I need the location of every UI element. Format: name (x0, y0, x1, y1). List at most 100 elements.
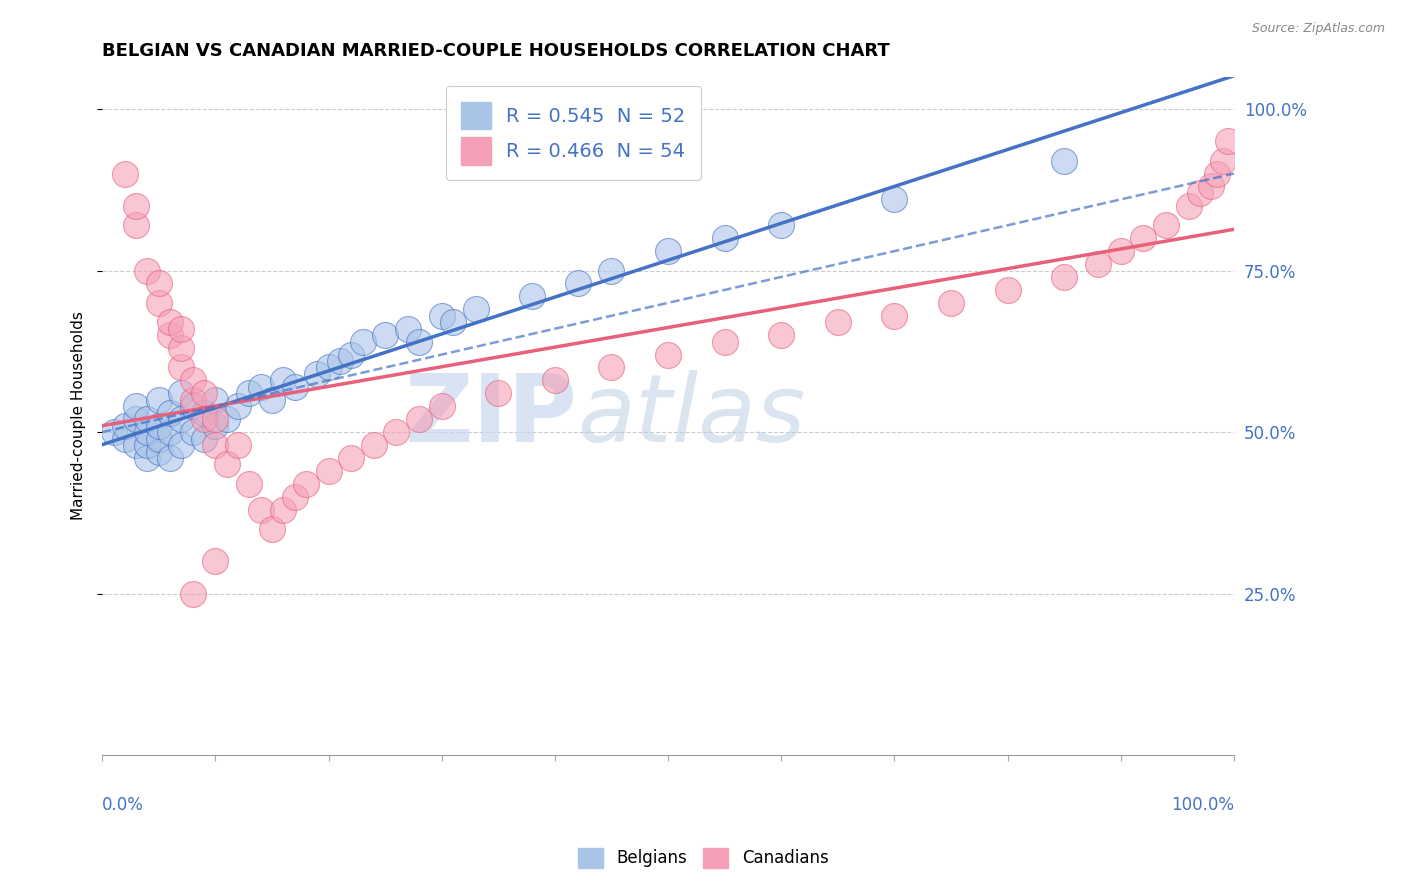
Point (136, 263, 159, 277)
Point (600, 360, 623, 375)
Point (271, 373, 294, 387)
Text: atlas: atlas (578, 370, 806, 461)
Legend: R = 0.545  N = 52, R = 0.466  N = 54: R = 0.545 N = 52, R = 0.466 N = 54 (446, 87, 700, 180)
Point (193, 386, 215, 401)
Point (318, 360, 340, 375)
Point (713, 231, 735, 245)
Point (827, 315, 849, 329)
Point (170, 322, 193, 336)
Point (226, 399, 249, 413)
Point (1206, 167, 1229, 181)
Point (226, 438, 249, 452)
Point (159, 315, 181, 329)
Point (464, 302, 486, 317)
Point (1053, 153, 1076, 168)
Point (238, 476, 260, 491)
Point (148, 432, 170, 446)
Point (340, 450, 363, 465)
Point (657, 347, 679, 361)
Point (181, 373, 204, 387)
Point (125, 438, 148, 452)
Point (181, 425, 204, 439)
Point (1201, 179, 1223, 194)
Point (114, 432, 136, 446)
Point (170, 360, 193, 375)
Point (181, 392, 204, 407)
Text: 0.0%: 0.0% (103, 796, 143, 814)
Y-axis label: Married-couple Households: Married-couple Households (72, 311, 86, 520)
Point (1154, 219, 1177, 233)
Point (148, 277, 170, 291)
Point (385, 425, 408, 439)
Point (170, 341, 193, 355)
Point (204, 438, 226, 452)
Point (159, 425, 181, 439)
Point (260, 392, 283, 407)
Point (997, 283, 1019, 297)
Point (215, 412, 238, 426)
Point (363, 438, 385, 452)
Text: BELGIAN VS CANADIAN MARRIED-COUPLE HOUSEHOLDS CORRELATION CHART: BELGIAN VS CANADIAN MARRIED-COUPLE HOUSE… (103, 42, 890, 60)
Point (136, 412, 159, 426)
Point (486, 386, 509, 401)
Point (657, 244, 679, 259)
Point (114, 167, 136, 181)
Point (307, 367, 329, 381)
Point (352, 334, 374, 349)
Point (181, 399, 204, 413)
Point (204, 392, 226, 407)
Point (159, 406, 181, 420)
Point (136, 450, 159, 465)
Point (329, 354, 352, 368)
Point (249, 502, 271, 516)
Point (193, 412, 215, 426)
Point (170, 412, 193, 426)
Point (295, 476, 318, 491)
Point (441, 315, 464, 329)
Point (193, 406, 215, 420)
Point (136, 425, 159, 439)
Point (1177, 199, 1199, 213)
Point (125, 219, 148, 233)
Point (204, 412, 226, 426)
Point (939, 296, 962, 310)
Point (284, 380, 307, 394)
Point (215, 458, 238, 472)
Legend: Belgians, Canadians: Belgians, Canadians (571, 841, 835, 875)
Point (181, 587, 204, 601)
Point (600, 263, 623, 277)
Point (125, 199, 148, 213)
Point (193, 432, 215, 446)
Point (374, 328, 396, 343)
Point (148, 418, 170, 433)
Point (713, 334, 735, 349)
Point (136, 438, 159, 452)
Point (170, 438, 193, 452)
Point (1053, 270, 1076, 285)
Point (340, 347, 363, 361)
Point (204, 418, 226, 433)
Point (883, 309, 905, 323)
Point (430, 309, 453, 323)
Point (1218, 134, 1240, 148)
Point (170, 386, 193, 401)
Point (1132, 231, 1154, 245)
Point (103, 425, 125, 439)
Point (148, 296, 170, 310)
Point (408, 334, 430, 349)
Point (284, 490, 307, 504)
Point (1087, 257, 1109, 271)
Point (125, 399, 148, 413)
Point (318, 464, 340, 478)
Point (204, 554, 226, 568)
Text: 100.0%: 100.0% (1171, 796, 1234, 814)
Point (271, 502, 294, 516)
Point (883, 193, 905, 207)
Point (125, 412, 148, 426)
Point (159, 450, 181, 465)
Point (159, 328, 181, 343)
Point (249, 380, 271, 394)
Point (567, 277, 589, 291)
Text: Source: ZipAtlas.com: Source: ZipAtlas.com (1251, 22, 1385, 36)
Point (1188, 186, 1211, 200)
